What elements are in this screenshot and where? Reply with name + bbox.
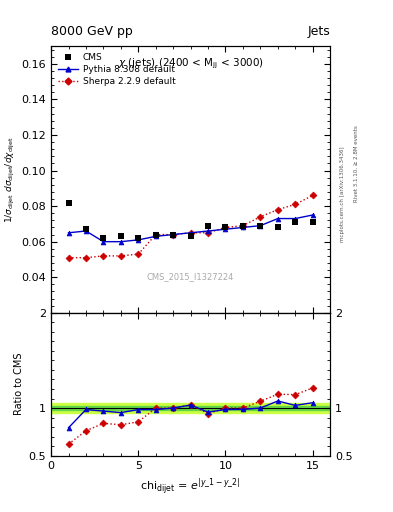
Bar (51, 406, 330, 410)
Point (240, 222, 246, 230)
Point (100, 234, 107, 242)
Bar (51, 403, 330, 413)
Text: mcplots.cern.ch [arXiv:1306.3436]: mcplots.cern.ch [arXiv:1306.3436] (340, 147, 345, 242)
Point (152, 230, 159, 239)
Text: CMS_2015_I1327224: CMS_2015_I1327224 (147, 272, 234, 281)
Point (187, 232, 194, 241)
Point (275, 223, 281, 231)
Point (170, 230, 176, 239)
Y-axis label: $1/\sigma_{\rm dijet}\ d\sigma_{\rm dijet}/d\chi_{\rm dijet}$: $1/\sigma_{\rm dijet}\ d\sigma_{\rm dije… (4, 136, 17, 223)
Point (292, 218, 298, 226)
X-axis label: chi$_{\rm dijet}$ = $e^{|y\_1 - y\_2|}$: chi$_{\rm dijet}$ = $e^{|y\_1 - y\_2|}$ (140, 476, 241, 497)
Point (222, 223, 229, 231)
Point (83, 225, 89, 233)
Text: $\chi$ (jets) (2400 < M$_{\rm jj}$ < 3000): $\chi$ (jets) (2400 < M$_{\rm jj}$ < 300… (118, 57, 264, 71)
Point (118, 232, 124, 241)
Y-axis label: Ratio to CMS: Ratio to CMS (15, 353, 24, 416)
Point (257, 222, 263, 230)
Point (310, 218, 316, 226)
Point (205, 222, 211, 230)
Text: Rivet 3.1.10, ≥ 2.8M events: Rivet 3.1.10, ≥ 2.8M events (354, 125, 359, 202)
Legend: CMS, Pythia 8.308 default, Sherpa 2.2.9 default: CMS, Pythia 8.308 default, Sherpa 2.2.9 … (55, 51, 178, 89)
Point (135, 234, 141, 242)
Point (65, 199, 72, 207)
Text: Jets: Jets (307, 26, 330, 38)
Text: 8000 GeV pp: 8000 GeV pp (51, 26, 133, 38)
